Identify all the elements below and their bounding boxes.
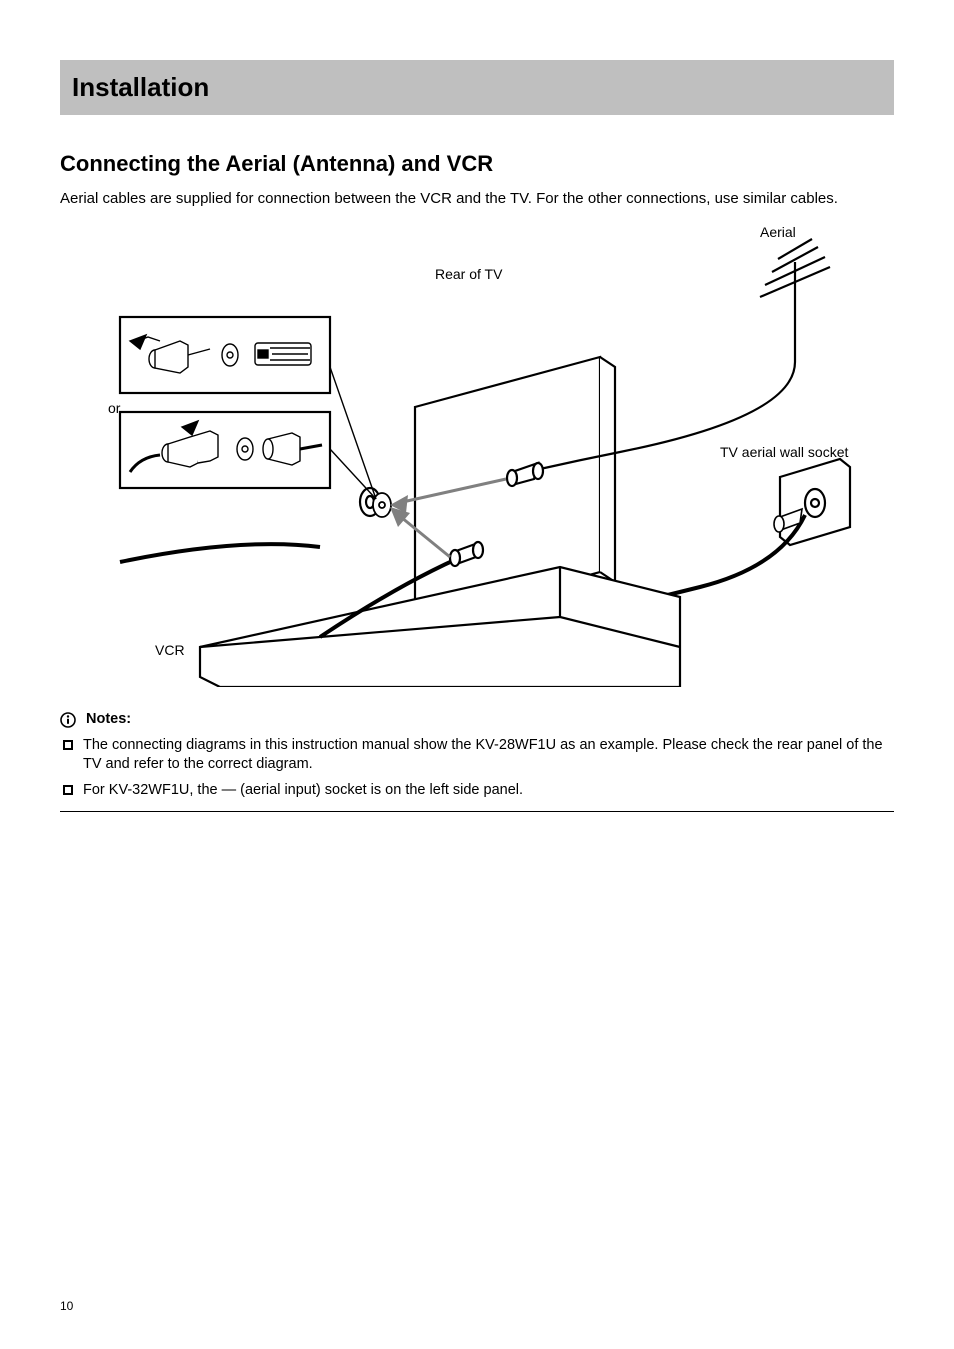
aerial-label: Aerial bbox=[760, 224, 796, 240]
note-item-0: The connecting diagrams in this instruct… bbox=[83, 736, 894, 775]
info-icon bbox=[60, 712, 76, 728]
notes-section: Notes: The connecting diagrams in this i… bbox=[60, 710, 894, 811]
left-cable bbox=[120, 544, 320, 562]
connector-callout-top bbox=[120, 317, 330, 393]
bullet-icon bbox=[63, 785, 73, 795]
vcr-label: VCR bbox=[155, 642, 185, 658]
title-bar: Installation bbox=[60, 60, 894, 115]
page-number: 10 bbox=[60, 1299, 73, 1313]
or-text: or bbox=[108, 400, 121, 416]
connector-callout-bottom bbox=[120, 412, 330, 488]
aerial-icon bbox=[760, 239, 830, 362]
note-item-1: For KV-32WF1U, the — (aerial input) sock… bbox=[83, 781, 523, 801]
section-heading: Connecting the Aerial (Antenna) and VCR bbox=[60, 151, 894, 177]
intro-text: Aerial cables are supplied for connectio… bbox=[60, 189, 894, 209]
diagram-svg: Rear of TV Aerial bbox=[60, 217, 894, 687]
wall-socket-label: TV aerial wall socket bbox=[720, 444, 848, 460]
notes-title: Notes: bbox=[86, 710, 131, 730]
bullet-icon bbox=[63, 740, 73, 750]
notes-divider bbox=[60, 811, 894, 812]
tv-back-label: Rear of TV bbox=[435, 266, 503, 282]
title-bar-text: Installation bbox=[72, 72, 209, 103]
connection-diagram: Rear of TV Aerial bbox=[60, 217, 894, 692]
wall-socket bbox=[780, 459, 850, 545]
